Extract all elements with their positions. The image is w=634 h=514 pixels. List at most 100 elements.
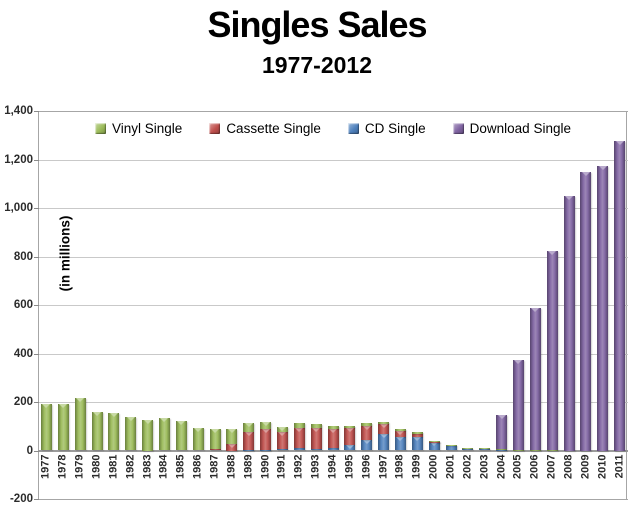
gridline-800 — [38, 257, 628, 258]
bar-bevel-highlight — [345, 427, 354, 432]
bar-bevel-highlight — [211, 429, 219, 434]
bar-bevel-highlight — [160, 418, 169, 423]
bar-segment-cassette-single-1988 — [226, 444, 238, 451]
y-axis-tick — [34, 257, 39, 258]
bar-segment-cd-single-2004 — [496, 449, 508, 451]
y-tick-label: -200 — [9, 493, 33, 505]
bar-segment-vinyl-single-1989 — [243, 423, 255, 432]
bar-segment-download-single-2005 — [512, 360, 524, 450]
bar-bevel-highlight — [362, 440, 371, 445]
x-tick-label-2003: 2003 — [478, 454, 491, 479]
bar-bevel-highlight — [430, 442, 439, 447]
y-axis-tick — [34, 499, 39, 500]
legend-label: CD Single — [364, 120, 426, 136]
bar-segment-cassette-single-1998 — [394, 430, 406, 437]
bar-bevel-highlight — [329, 428, 337, 433]
x-tick-label-1983: 1983 — [141, 454, 154, 479]
bar-bevel-highlight — [396, 436, 405, 441]
gridline-1400 — [38, 111, 628, 112]
legend-label: Cassette Single — [226, 120, 321, 136]
y-tick-label: 200 — [13, 396, 33, 408]
x-tick-label-1980: 1980 — [90, 454, 103, 479]
gridline-1200 — [38, 160, 628, 161]
x-tick-label-1999: 1999 — [410, 454, 423, 479]
x-tick-label-1979: 1979 — [73, 454, 86, 479]
bar-segment-cd-single-2001 — [445, 446, 457, 451]
x-tick-label-2002: 2002 — [461, 454, 474, 479]
y-tick-label: 1,000 — [4, 202, 33, 214]
bar-segment-cassette-single-1996 — [361, 425, 373, 441]
bar-segment-vinyl-single-1988 — [226, 428, 238, 445]
bar-bevel-highlight — [615, 141, 624, 146]
bar-segment-vinyl-single-2006 — [529, 450, 541, 452]
bar-bevel-highlight — [76, 398, 85, 403]
bar-segment-vinyl-single-1996 — [361, 423, 373, 426]
x-tick-label-2008: 2008 — [562, 454, 575, 479]
plot-area — [38, 111, 628, 499]
y-axis-tick — [34, 160, 39, 161]
x-tick-label-1984: 1984 — [157, 454, 170, 479]
page-title: Singles Sales — [207, 4, 427, 45]
bar-segment-vinyl-single-1992 — [293, 422, 305, 428]
bar-segment-cd-single-2002 — [462, 449, 474, 451]
x-tick-label-2001: 2001 — [444, 454, 457, 479]
x-tick-label-1985: 1985 — [174, 454, 187, 479]
gridline-200 — [38, 402, 628, 403]
x-tick-label-1995: 1995 — [343, 454, 356, 479]
bar-bevel-highlight — [581, 171, 590, 176]
x-tick-label-1994: 1994 — [326, 454, 339, 479]
bar-segment-download-single-2011 — [614, 141, 626, 451]
bar-bevel-highlight — [497, 414, 506, 419]
bar-bevel-highlight — [261, 429, 270, 434]
x-tick-label-1982: 1982 — [124, 454, 137, 479]
bar-segment-vinyl-single-2005 — [512, 450, 524, 451]
bar-segment-cd-single-1992 — [293, 448, 305, 451]
bar-segment-cassette-single-1992 — [293, 427, 305, 449]
legend: Vinyl Single Cassette Single CD Single Down… — [38, 118, 628, 138]
legend-marker-icon — [209, 122, 221, 134]
bar-segment-cd-single-1996 — [361, 440, 373, 451]
bar-segment-vinyl-single-1994 — [327, 425, 339, 429]
bar-bevel-highlight — [295, 427, 304, 432]
x-tick-label-1998: 1998 — [393, 454, 406, 479]
bar-bevel-highlight — [379, 434, 388, 439]
bar-segment-cd-single-2000 — [428, 442, 440, 451]
bar-bevel-highlight — [565, 195, 573, 200]
bar-bevel-highlight — [379, 424, 388, 429]
bar-bevel-highlight — [312, 427, 321, 432]
x-tick-label-2009: 2009 — [579, 454, 592, 479]
y-tick-label: 1,400 — [4, 105, 33, 117]
bar-segment-cd-single-1994 — [327, 448, 339, 451]
x-tick-label-2011: 2011 — [613, 454, 626, 479]
gridline--200 — [38, 499, 628, 500]
bar-segment-cassette-single-1987 — [209, 449, 221, 451]
bar-bevel-highlight — [362, 425, 371, 430]
x-tick-label-1990: 1990 — [259, 454, 272, 479]
bar-segment-vinyl-single-1977 — [40, 404, 52, 451]
bar-segment-download-single-2004 — [496, 414, 508, 449]
bar-segment-download-single-2006 — [529, 308, 541, 451]
bar-segment-vinyl-single-1995 — [344, 425, 356, 428]
y-axis-tick — [34, 402, 39, 403]
x-tick-label-2006: 2006 — [528, 454, 541, 479]
bar-segment-cd-single-1991 — [276, 449, 288, 451]
gridline-600 — [38, 305, 628, 306]
bar-segment-cd-single-1993 — [310, 448, 322, 451]
bar-segment-cd-single-1989 — [243, 450, 255, 452]
bar-segment-vinyl-single-1980 — [91, 411, 103, 451]
y-axis-tick — [34, 451, 39, 452]
bar-segment-vinyl-single-1983 — [142, 420, 154, 451]
bar-bevel-highlight — [244, 431, 253, 436]
x-tick-label-1989: 1989 — [242, 454, 255, 479]
bar-segment-vinyl-single-1993 — [310, 424, 322, 428]
bar-segment-vinyl-single-2002 — [462, 448, 474, 450]
bar-bevel-highlight — [143, 420, 152, 425]
bar-segment-download-single-2009 — [580, 171, 592, 451]
y-tick-label: 1,200 — [4, 154, 33, 166]
bar-segment-cassette-single-1990 — [260, 429, 272, 451]
bar-bevel-highlight — [261, 422, 270, 427]
page-subtitle: 1977-2012 — [262, 52, 372, 78]
bar-segment-vinyl-single-2004 — [496, 448, 508, 450]
y-tick-label: 800 — [13, 251, 33, 263]
